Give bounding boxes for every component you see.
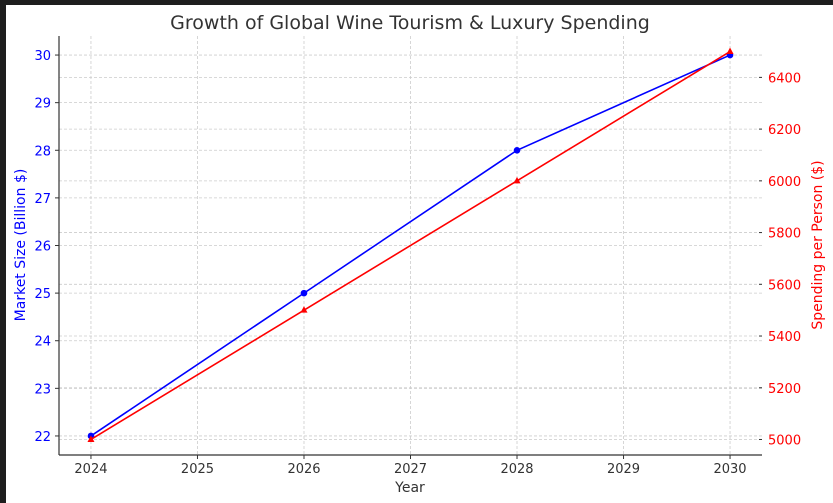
y-tick-label-right: 6400 [768, 71, 801, 86]
y-tick-label-left: 29 [34, 97, 51, 112]
x-tick-label: 2027 [394, 462, 427, 477]
data-point-marker [300, 306, 308, 313]
y-tick-label-left: 24 [34, 335, 51, 350]
y-tick-label-right: 5600 [768, 278, 801, 293]
data-point-marker [513, 176, 521, 184]
y-axis-label-right: Spending per Person ($) [810, 160, 826, 329]
chart-title: Growth of Global Wine Tourism & Luxury S… [170, 12, 650, 34]
y-tick-label-right: 5400 [768, 330, 801, 345]
x-tick-label: 2028 [500, 462, 533, 477]
series-line-right [90, 50, 731, 441]
y-tick-label-left: 30 [34, 49, 51, 64]
y-tick-label-left: 27 [34, 192, 51, 207]
x-tick-label: 2029 [607, 462, 640, 477]
y-tick-label-left: 23 [34, 382, 51, 397]
x-tick-label: 2026 [287, 462, 320, 477]
data-point-marker [87, 435, 95, 442]
x-tick-label: 2024 [74, 462, 107, 477]
y-tick-label-right: 5800 [768, 227, 801, 242]
data-point-marker [513, 146, 521, 154]
y-tick-label-left: 25 [34, 287, 51, 302]
y-tick-label-right: 6000 [768, 175, 801, 190]
y-tick-label-right: 6200 [768, 123, 801, 138]
y-tick-label-right: 5000 [768, 433, 801, 448]
y-tick-label-left: 28 [34, 144, 51, 159]
y-axis-label-left: Market Size (Billion $) [13, 169, 29, 322]
data-point-marker [726, 47, 734, 55]
chart-figure [6, 5, 833, 503]
y-tick-label-left: 26 [34, 240, 51, 255]
x-tick-label: 2025 [181, 462, 214, 477]
x-axis-label: Year [394, 480, 425, 496]
x-tick-label: 2030 [713, 462, 746, 477]
series-line-left [90, 54, 731, 437]
y-tick-label-right: 5200 [768, 382, 801, 397]
y-tick-label-left: 22 [34, 430, 51, 445]
data-point-marker [300, 289, 308, 297]
